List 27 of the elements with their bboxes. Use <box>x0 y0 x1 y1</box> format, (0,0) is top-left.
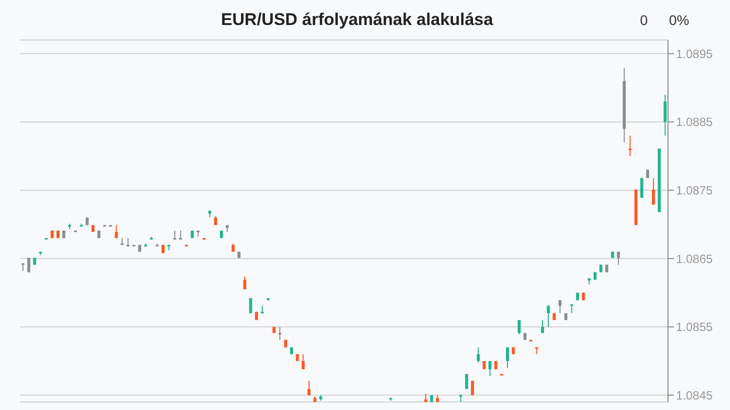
candlestick <box>243 276 246 290</box>
candlestick <box>249 298 252 314</box>
candlestick <box>308 380 311 396</box>
candlestick <box>506 346 509 368</box>
y-tick-label: 1.0895 <box>676 46 714 61</box>
candlestick <box>518 320 521 335</box>
candlestick <box>558 300 562 314</box>
text: 0% <box>669 12 690 28</box>
candlestick <box>616 251 620 266</box>
candlestick <box>652 177 655 206</box>
candlestick <box>640 177 644 198</box>
candlestick <box>664 94 667 136</box>
candlestick <box>476 346 480 363</box>
candlestick <box>628 135 632 157</box>
candlestick <box>114 224 118 239</box>
candlestick <box>302 354 305 370</box>
y-tick-label: 1.0875 <box>676 184 714 198</box>
candlestick <box>541 320 544 334</box>
candlestick <box>488 360 492 377</box>
y-tick-label: 1.0855 <box>676 320 714 334</box>
chart-title: EUR/USD árfolyamának alakulása <box>220 10 494 29</box>
text: 0 <box>640 12 648 28</box>
y-tick-label: 1.0885 <box>676 115 714 130</box>
y-tick-label: 1.0845 <box>676 388 714 402</box>
candlestick <box>278 326 282 340</box>
y-tick-label: 1.0865 <box>676 252 714 266</box>
candlestick <box>546 305 550 328</box>
